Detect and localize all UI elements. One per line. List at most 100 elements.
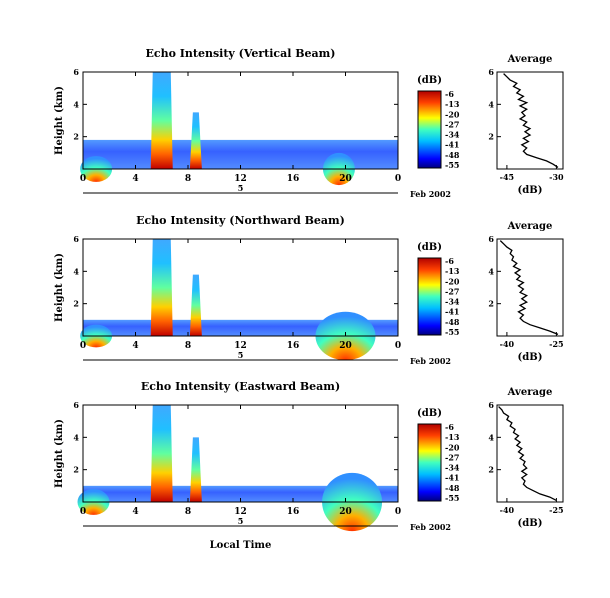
x-tick-label: 20: [339, 507, 352, 517]
avg-y-tick-label: 4: [488, 432, 494, 442]
y-axis-label: Height (km): [54, 86, 65, 155]
colorbar: [417, 90, 442, 169]
x-tick-label: 0: [395, 174, 401, 184]
y-tick-label: 6: [73, 234, 79, 244]
colorbar-tick-label: -20: [445, 442, 460, 452]
colorbar-tick-label: -55: [445, 493, 459, 503]
colorbar-tick-label: -13: [445, 99, 460, 109]
x-tick-label: 12: [234, 174, 247, 184]
heatmap-title: Echo Intensity (Northward Beam): [136, 214, 345, 227]
x-tick-label: 0: [80, 341, 86, 351]
date-label: Feb 2002: [410, 189, 451, 199]
y-tick-label: 4: [73, 266, 79, 276]
average-profile-line: [503, 73, 559, 168]
colorbar-tick-label: -20: [445, 109, 460, 119]
colorbar-tick-label: -13: [445, 266, 460, 276]
average-profile-line: [499, 240, 559, 336]
avg-y-tick-label: 6: [488, 234, 494, 244]
average-title: Average: [507, 387, 553, 398]
y-tick-label: 2: [73, 299, 79, 309]
colorbar-tick-label: -20: [445, 276, 460, 286]
avg-y-tick-label: 2: [488, 299, 494, 309]
avg-x-tick-label: -40: [500, 339, 515, 349]
colorbar-tick-label: -48: [445, 483, 460, 493]
y-axis-label: Height (km): [54, 253, 65, 322]
avg-y-tick-label: 4: [488, 266, 494, 276]
avg-y-tick-label: 2: [488, 132, 494, 142]
echo-plume: [150, 72, 173, 169]
average-frame: [496, 71, 564, 170]
avg-y-tick-label: 2: [488, 465, 494, 475]
avg-x-tick-label: -40: [500, 505, 515, 515]
colorbar-unit: (dB): [417, 408, 442, 419]
y-tick-label: 2: [73, 132, 79, 142]
x-tick-label: 0: [395, 341, 401, 351]
colorbar-tick-label: -41: [445, 140, 459, 150]
echo-plume: [150, 405, 173, 502]
x-tick-label: 4: [132, 507, 138, 517]
y-tick-label: 6: [73, 67, 79, 77]
x-tick-label: 4: [132, 174, 138, 184]
avg-x-tick-label: -45: [500, 172, 514, 182]
x-tick-label: 20: [339, 341, 352, 351]
colorbar-tick-label: -27: [445, 452, 459, 462]
y-tick-label: 4: [73, 99, 79, 109]
y-tick-label: 2: [73, 465, 79, 475]
colorbar-tick-label: -6: [445, 422, 454, 432]
x-axis-label: Local Time: [210, 540, 272, 551]
colorbar-tick-label: -27: [445, 119, 459, 129]
y-tick-label: 4: [73, 432, 79, 442]
echo-plume: [189, 274, 202, 336]
x-tick-label: 20: [339, 174, 352, 184]
x-tick-label: 0: [80, 174, 86, 184]
y-axis-label: Height (km): [54, 419, 65, 488]
avg-x-axis-label: (dB): [518, 352, 543, 363]
x-tick-label: 16: [287, 341, 300, 351]
x-tick-label: 12: [234, 341, 247, 351]
avg-y-tick-label: 4: [488, 99, 494, 109]
colorbar-tick-label: -27: [445, 286, 459, 296]
heatmap-title: Echo Intensity (Vertical Beam): [145, 47, 335, 60]
avg-x-axis-label: (dB): [518, 518, 543, 529]
day-marker: 5: [238, 516, 244, 526]
x-tick-label: 0: [80, 507, 86, 517]
x-tick-label: 8: [185, 507, 191, 517]
avg-y-tick-label: 6: [488, 400, 494, 410]
y-tick-label: 6: [73, 400, 79, 410]
avg-x-tick-label: -30: [549, 172, 564, 182]
average-title: Average: [507, 54, 553, 65]
colorbar-tick-label: -48: [445, 150, 460, 160]
colorbar-tick-label: -6: [445, 89, 454, 99]
avg-y-tick-label: 6: [488, 67, 494, 77]
date-label: Feb 2002: [410, 522, 451, 532]
colorbar-tick-label: -34: [445, 463, 460, 473]
colorbar: [417, 423, 442, 502]
x-tick-label: 16: [287, 507, 300, 517]
x-tick-label: 8: [185, 174, 191, 184]
colorbar-tick-label: -41: [445, 307, 459, 317]
average-frame: [496, 238, 564, 337]
colorbar-unit: (dB): [417, 75, 442, 86]
x-tick-label: 8: [185, 341, 191, 351]
colorbar-tick-label: -48: [445, 317, 460, 327]
echo-plume: [189, 437, 202, 502]
colorbar-tick-label: -6: [445, 256, 454, 266]
day-marker: 5: [238, 183, 244, 193]
colorbar-tick-label: -41: [445, 473, 459, 483]
x-tick-label: 12: [234, 507, 247, 517]
average-title: Average: [507, 221, 553, 232]
avg-x-tick-label: -25: [549, 339, 563, 349]
x-tick-label: 0: [395, 507, 401, 517]
x-tick-label: 16: [287, 174, 300, 184]
average-frame: [496, 404, 564, 503]
heatmap-title: Echo Intensity (Eastward Beam): [141, 380, 340, 393]
colorbar-tick-label: -34: [445, 130, 460, 140]
echo-plume: [150, 239, 173, 336]
colorbar-unit: (dB): [417, 242, 442, 253]
avg-x-tick-label: -25: [549, 505, 563, 515]
echo-plume: [189, 112, 202, 169]
x-tick-label: 4: [132, 341, 138, 351]
colorbar: [417, 257, 442, 336]
colorbar-tick-label: -55: [445, 160, 459, 170]
colorbar-tick-label: -34: [445, 297, 460, 307]
